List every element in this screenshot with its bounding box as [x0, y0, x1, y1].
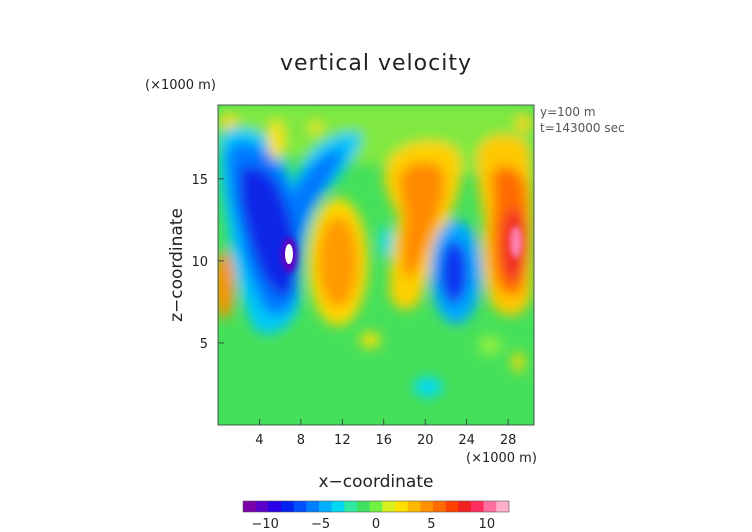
- colorbar-swatch: [445, 501, 459, 512]
- colorbar-swatch: [243, 501, 256, 512]
- colorbar-swatch: [420, 501, 434, 512]
- x-tick-label: 24: [458, 433, 475, 448]
- x-axis-label: x−coordinate: [319, 472, 434, 492]
- x-axis: 4 8 12 16 20 24 28: [255, 419, 516, 448]
- downdraft-left-peak: [285, 244, 293, 264]
- updraft-mid-core: [399, 161, 445, 280]
- colorbar-swatch: [268, 501, 282, 512]
- y-tick-label: 10: [191, 255, 208, 270]
- y-axis: 5 10 15: [191, 173, 224, 352]
- x-tick-label: 16: [375, 433, 392, 448]
- colorbar-swatch: [496, 501, 510, 512]
- colorbar-swatch: [344, 501, 358, 512]
- colorbar-swatch: [293, 501, 307, 512]
- patch-top-mid: [268, 120, 284, 160]
- colorbar-swatch: [382, 501, 396, 512]
- colorbar-tick-label: −5: [311, 517, 330, 532]
- y-tick-label: 5: [200, 337, 208, 352]
- x-tick-label: 20: [417, 433, 434, 448]
- patch-top-left: [218, 116, 238, 128]
- patch-top-small: [310, 122, 322, 134]
- x-tick-label: 8: [297, 433, 305, 448]
- chart-title: vertical velocity: [280, 51, 472, 76]
- colorbar-swatch: [357, 501, 370, 512]
- time-annotation: t=143000 sec: [540, 121, 625, 135]
- updraft-right-peak: [510, 226, 522, 258]
- plot-frame: [217, 104, 535, 426]
- colorbar-tick-label: 5: [427, 517, 435, 532]
- patch-bottom-right: [512, 352, 524, 372]
- x-unit-label: (×1000 m): [466, 451, 537, 466]
- colorbar-swatch: [331, 501, 345, 512]
- x-tick-label: 28: [500, 433, 517, 448]
- colorbar-frame: [242, 500, 510, 513]
- colorbar-tick-label: −10: [251, 517, 278, 532]
- y-position-annotation: y=100 m: [540, 105, 596, 119]
- colorbar-swatch: [255, 501, 269, 512]
- colorbar-swatch: [395, 501, 408, 512]
- y-tick-label: 15: [191, 173, 208, 188]
- colorbar-swatch: [319, 501, 332, 512]
- patch-upper-right: [516, 116, 532, 132]
- patch-left-edge: [218, 251, 234, 319]
- colorbar-swatch: [433, 501, 446, 512]
- y-unit-label: (×1000 m): [145, 78, 216, 93]
- colorbar-swatch: [369, 501, 383, 512]
- downdraft-right-core: [440, 240, 468, 304]
- colorbar-swatch: [306, 501, 320, 512]
- cyan-patch-small: [380, 226, 392, 258]
- colorbar-swatch: [483, 501, 497, 512]
- x-tick-label: 12: [334, 433, 351, 448]
- patch-lower-mid: [360, 332, 380, 348]
- updraft-center-mid: [318, 216, 358, 308]
- cyan-patch-lower: [414, 377, 442, 397]
- colorbar-swatch: [458, 501, 472, 512]
- y-axis-label: z−coordinate: [167, 208, 187, 322]
- colorbar-tick-label: 10: [479, 517, 496, 532]
- light-green-patch: [478, 335, 502, 355]
- velocity-field: [218, 105, 534, 425]
- colorbar-tick-label: 0: [372, 517, 380, 532]
- colorbar-swatch: [471, 501, 484, 512]
- colorbar-swatch: [281, 501, 294, 512]
- colorbar-swatch: [407, 501, 421, 512]
- colorbar: −10 −5 0 5 10: [242, 500, 510, 532]
- x-tick-label: 4: [255, 433, 263, 448]
